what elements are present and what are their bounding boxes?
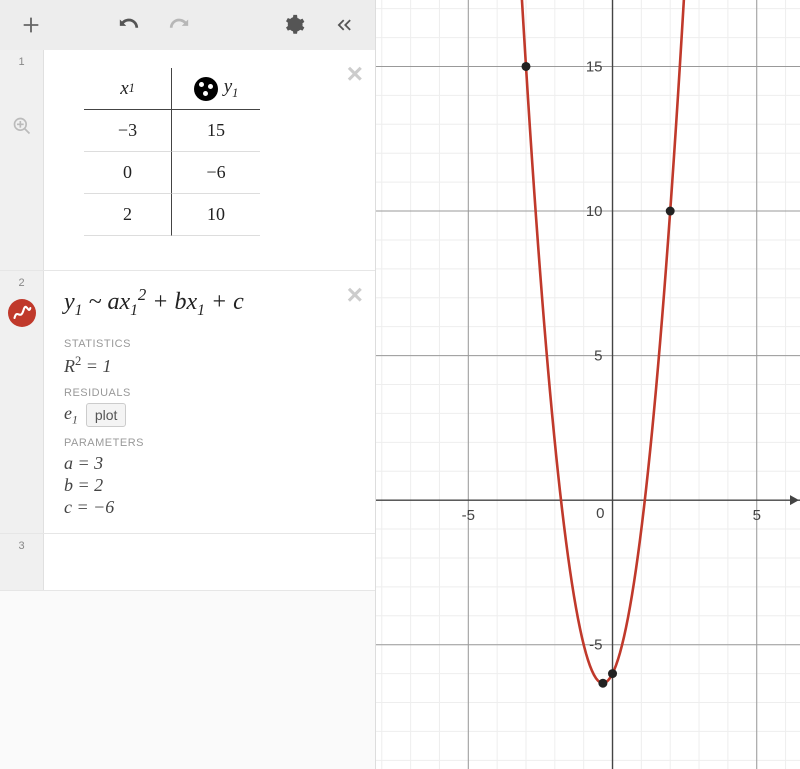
table-row[interactable]: 2 10: [84, 194, 260, 236]
undo-button[interactable]: [108, 4, 150, 46]
graph-svg: -5 5 -5 5 10 15 0: [376, 0, 800, 769]
svg-text:5: 5: [753, 507, 761, 524]
svg-text:5: 5: [594, 348, 602, 365]
expression-row-regression[interactable]: 2 × y1 ~ ax12 + bx1 + c STATISTICS R2 = …: [0, 271, 375, 534]
delete-row-button[interactable]: ×: [347, 60, 363, 88]
expression-row-empty[interactable]: 3: [0, 534, 375, 591]
undo-icon: [118, 14, 140, 36]
statistics-label: STATISTICS: [64, 338, 355, 350]
svg-text:-5: -5: [589, 637, 602, 654]
svg-text:0: 0: [596, 505, 604, 522]
expression-panel: 1 × x1 y1: [0, 0, 376, 769]
row-gutter: 3: [0, 534, 44, 590]
graph-canvas[interactable]: -5 5 -5 5 10 15 0: [376, 0, 800, 769]
expression-list: 1 × x1 y1: [0, 50, 375, 769]
parameter-c: c = −6: [64, 497, 355, 518]
r-squared-value: R2 = 1: [64, 354, 355, 377]
regression-formula[interactable]: y1 ~ ax12 + bx1 + c: [64, 285, 355, 320]
residuals-label: RESIDUALS: [64, 387, 355, 399]
parameter-b: b = 2: [64, 475, 355, 496]
toolbar: [0, 0, 375, 50]
row-gutter: 2: [0, 271, 44, 533]
parameter-a: a = 3: [64, 453, 355, 474]
data-table[interactable]: x1 y1 −3 15 0: [84, 68, 260, 236]
table-cell[interactable]: −6: [172, 152, 260, 194]
svg-text:-5: -5: [462, 507, 475, 524]
plot-residuals-button[interactable]: plot: [86, 403, 127, 427]
row-gutter: 1: [0, 50, 44, 270]
table-header-y[interactable]: y1: [172, 68, 260, 110]
table-cell[interactable]: −3: [84, 110, 172, 152]
collapse-panel-button[interactable]: [323, 4, 365, 46]
row-index: 2: [18, 277, 24, 289]
expression-row-table[interactable]: 1 × x1 y1: [0, 50, 375, 271]
regression-icon[interactable]: [8, 299, 36, 327]
table-row[interactable]: 0 −6: [84, 152, 260, 194]
table-cell[interactable]: 0: [84, 152, 172, 194]
chevron-double-left-icon: [333, 14, 355, 36]
row-index: 3: [18, 540, 24, 552]
svg-text:10: 10: [586, 203, 603, 220]
table-cell[interactable]: 15: [172, 110, 260, 152]
settings-button[interactable]: [273, 4, 315, 46]
table-cell[interactable]: 10: [172, 194, 260, 236]
table-header-x[interactable]: x1: [84, 68, 172, 110]
redo-icon: [168, 14, 190, 36]
table-row[interactable]: −3 15: [84, 110, 260, 152]
parameters-label: PARAMETERS: [64, 437, 355, 449]
delete-row-button[interactable]: ×: [347, 281, 363, 309]
plus-icon: [20, 14, 42, 36]
gear-icon: [283, 14, 305, 36]
table-cell[interactable]: 2: [84, 194, 172, 236]
residuals-variable: e1: [64, 403, 78, 427]
add-expression-button[interactable]: [10, 4, 52, 46]
row-index: 1: [18, 56, 24, 68]
zoom-fit-icon[interactable]: [12, 116, 32, 139]
column-options-icon[interactable]: [194, 77, 218, 101]
redo-button[interactable]: [158, 4, 200, 46]
svg-text:15: 15: [586, 58, 603, 75]
